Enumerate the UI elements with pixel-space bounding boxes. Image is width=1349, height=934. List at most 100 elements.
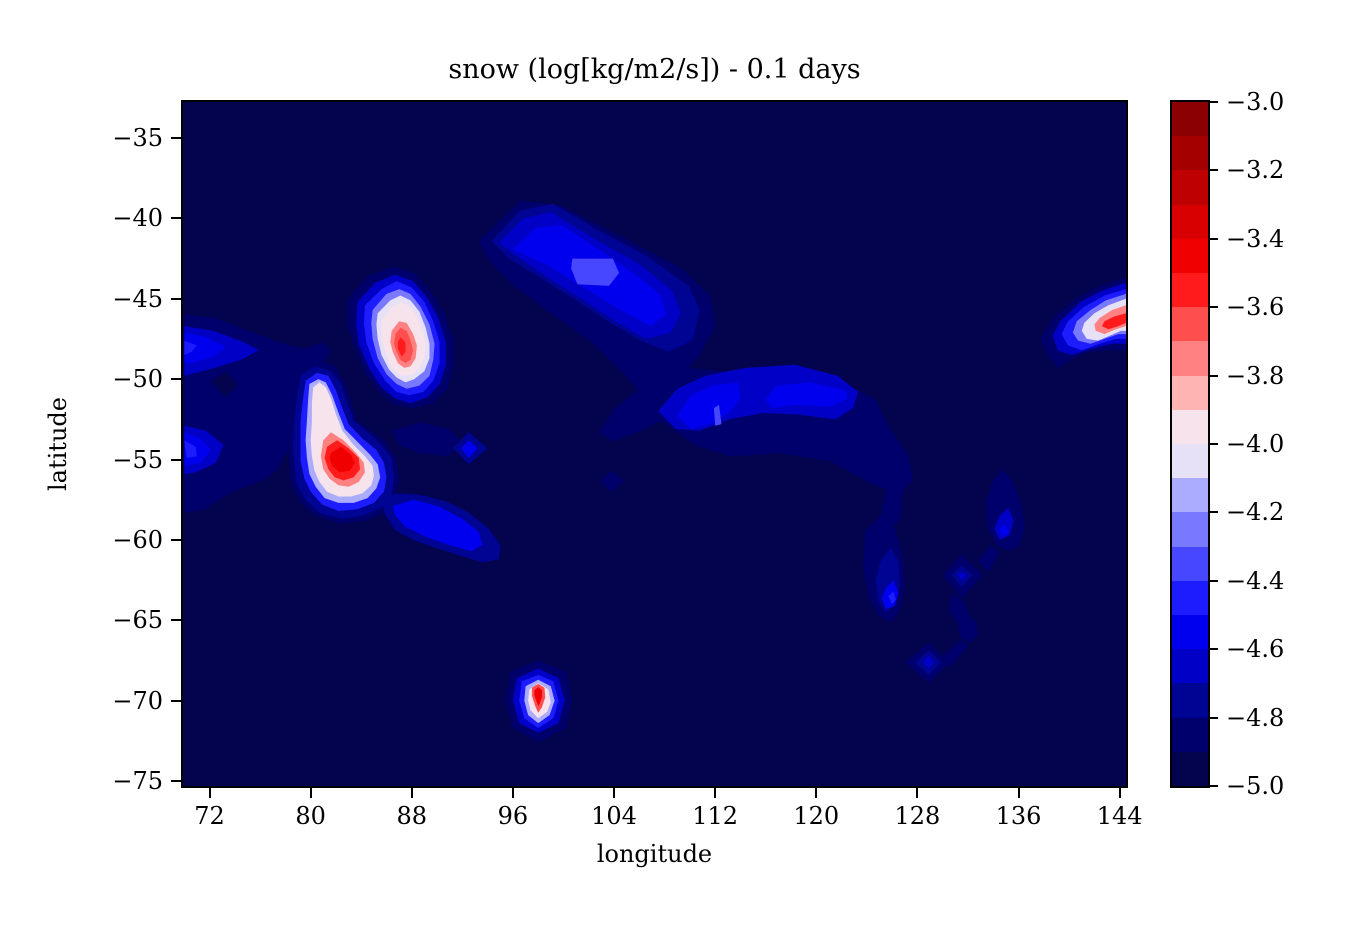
x-tick-mark	[815, 788, 818, 798]
contour-band	[329, 446, 355, 473]
colorbar-band	[1172, 170, 1208, 205]
x-tick-label: 80	[295, 802, 326, 830]
colorbar-tick-label: −5.0	[1226, 772, 1285, 800]
colorbar-tick-mark	[1210, 374, 1218, 377]
contour-band	[391, 422, 462, 457]
contour-band	[880, 469, 905, 532]
colorbar-band	[1172, 273, 1208, 308]
contour-band	[461, 440, 478, 458]
y-tick-mark	[171, 378, 181, 381]
y-tick-mark	[171, 699, 181, 702]
y-tick-mark	[171, 217, 181, 220]
x-tick-mark	[613, 788, 616, 798]
y-tick-label: −60	[112, 525, 163, 554]
y-tick-mark	[171, 538, 181, 541]
x-tick-label: 88	[396, 802, 428, 830]
contour-band	[397, 337, 406, 357]
y-tick-label: −55	[112, 445, 163, 474]
colorbar-band	[1172, 307, 1208, 342]
colorbar-band	[1172, 649, 1208, 684]
y-tick-mark	[171, 780, 181, 783]
contour-band	[184, 440, 197, 458]
y-tick-label: −35	[112, 124, 163, 152]
contour-band	[184, 340, 197, 355]
colorbar-tick-mark	[1210, 237, 1218, 240]
colorbar-band	[1172, 341, 1208, 376]
contour-band	[765, 382, 848, 409]
y-tick-label: −50	[112, 365, 163, 394]
y-axis-label: latitude	[44, 397, 72, 491]
y-tick-label: −45	[112, 284, 163, 313]
colorbar	[1170, 100, 1210, 788]
contour-band	[957, 572, 967, 581]
plot-area	[181, 100, 1128, 788]
colorbar-tick-mark	[1210, 511, 1218, 514]
x-tick-label: 72	[194, 802, 225, 830]
colorbar-band	[1172, 683, 1208, 718]
contour-band	[184, 332, 226, 364]
colorbar-tick-label: −3.0	[1226, 88, 1285, 116]
y-tick-mark	[171, 297, 181, 300]
y-tick-label: −70	[112, 686, 163, 715]
chart-title: snow (log[kg/m2/s]) - 0.1 days	[448, 54, 861, 85]
colorbar-band	[1172, 717, 1208, 752]
colorbar-band	[1172, 444, 1208, 479]
contour-band	[994, 507, 1014, 540]
contour-band	[534, 687, 542, 707]
colorbar-band	[1172, 478, 1208, 513]
contour-band	[999, 523, 1009, 537]
x-tick-label: 128	[894, 802, 941, 830]
colorbar-band	[1172, 136, 1208, 171]
x-tick-label: 144	[1096, 802, 1143, 830]
x-tick-mark	[1017, 788, 1020, 798]
y-tick-mark	[171, 458, 181, 461]
colorbar-tick-label: −3.8	[1226, 361, 1285, 390]
colorbar-tick-label: −4.2	[1226, 498, 1285, 527]
contour-band	[184, 432, 211, 466]
x-tick-label: 112	[692, 802, 739, 830]
colorbar-band	[1172, 751, 1208, 787]
x-tick-mark	[916, 788, 919, 798]
contour-band	[392, 499, 483, 552]
colorbar-band	[1172, 102, 1208, 137]
x-axis-label: longitude	[596, 840, 713, 868]
colorbar-tick-label: −3.4	[1226, 224, 1285, 253]
colorbar-tick-label: −4.8	[1226, 703, 1285, 732]
colorbar-band	[1172, 238, 1208, 274]
contour-band	[922, 655, 934, 669]
contour-plot	[183, 102, 1126, 786]
contour-band	[978, 544, 1000, 572]
contour-band	[600, 470, 625, 492]
colorbar-tick-mark	[1210, 579, 1218, 582]
y-tick-label: −40	[112, 204, 163, 233]
colorbar-tick-mark	[1210, 169, 1218, 172]
contour-band	[571, 258, 620, 286]
colorbar-band	[1172, 204, 1208, 239]
x-tick-mark	[1118, 788, 1121, 798]
contour-band	[957, 615, 979, 643]
x-tick-mark	[410, 788, 413, 798]
x-tick-mark	[511, 788, 514, 798]
y-tick-label: −65	[112, 606, 163, 635]
x-tick-label: 104	[591, 802, 637, 830]
x-tick-mark	[208, 788, 211, 798]
colorbar-band	[1172, 409, 1208, 445]
colorbar-tick-mark	[1210, 785, 1218, 787]
x-tick-label: 120	[793, 802, 840, 830]
colorbar-tick-label: −4.0	[1226, 430, 1285, 458]
y-tick-mark	[171, 137, 181, 139]
x-tick-mark	[714, 788, 717, 798]
colorbar-tick-mark	[1210, 306, 1218, 309]
colorbar-band	[1172, 512, 1208, 547]
colorbar-band	[1172, 615, 1208, 650]
contour-band	[677, 382, 741, 429]
colorbar-band	[1172, 580, 1208, 616]
y-tick-mark	[171, 619, 181, 622]
colorbar-band	[1172, 546, 1208, 581]
contour-band	[888, 591, 896, 605]
contour-band	[210, 371, 239, 397]
x-tick-label: 96	[497, 802, 529, 830]
x-tick-label: 136	[995, 802, 1042, 830]
colorbar-tick-label: −3.6	[1226, 293, 1285, 322]
